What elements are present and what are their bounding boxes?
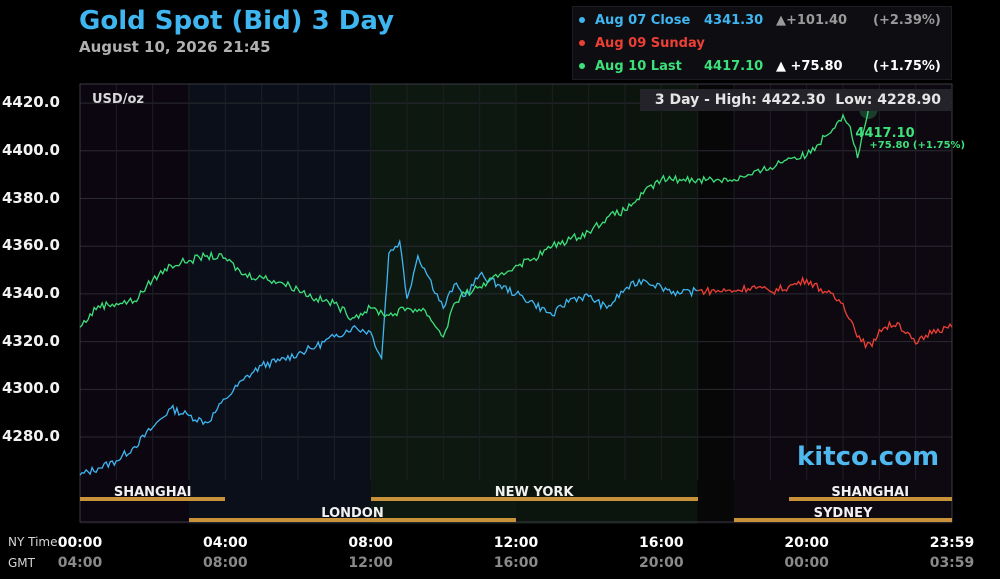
ny-time-tick: 20:00: [784, 535, 829, 551]
market-bar: [734, 518, 952, 522]
units-label: USD/oz: [92, 92, 144, 107]
ny-time-tick: 23:59: [929, 535, 975, 551]
gmt-tick: 16:00: [493, 555, 539, 571]
high-label: 3 Day - High:: [654, 92, 757, 108]
low-value: 4228.90: [877, 92, 941, 108]
legend-row: Aug 07 Close: [579, 10, 690, 30]
legend-dot-icon: [579, 63, 585, 69]
legend-date: Aug 07: [595, 12, 647, 28]
series-line-aug-10: [79, 109, 870, 338]
ny-time-tick: 00:00: [57, 535, 103, 551]
chart-title: Gold Spot (Bid) 3 Day: [79, 6, 395, 36]
ny-time-label: NY Time: [8, 535, 58, 549]
market-label-sydney: SYDNEY: [813, 506, 873, 521]
gmt-tick: 04:00: [57, 555, 103, 571]
legend-price: 4341.30: [704, 13, 764, 28]
legend-date: Aug 09: [595, 35, 647, 51]
market-bar: [80, 497, 226, 501]
legend-percent: (+2.39%): [873, 13, 941, 28]
series-line-aug-07: [79, 238, 698, 476]
legend-dot-icon: [579, 40, 585, 46]
ny-time-tick: 12:00: [493, 535, 539, 551]
last-change-label: +75.80 (+1.75%): [869, 140, 965, 151]
legend-box: Aug 07 Close 4341.30 ▲+101.40 (+2.39%) Aug 0…: [572, 6, 952, 80]
market-bar: [189, 518, 516, 522]
market-bar: [370, 497, 698, 501]
high-value: 4422.30: [761, 92, 826, 108]
market-label-london: LONDON: [321, 506, 384, 521]
y-tick-label: 4300.0: [2, 379, 60, 398]
legend-label: Last: [650, 58, 682, 74]
y-tick-label: 4420.0: [2, 93, 60, 112]
legend-label: Sunday: [650, 35, 705, 51]
legend-row: Aug 10 Last: [579, 56, 682, 76]
ny-time-tick: 16:00: [639, 535, 684, 551]
legend-percent: (+1.75%): [873, 59, 941, 74]
gmt-label: GMT: [8, 556, 35, 570]
y-tick-label: 4280.0: [2, 427, 60, 446]
session-band-4: [697, 84, 734, 524]
y-tick-label: 4340.0: [2, 283, 60, 302]
y-tick-label: 4320.0: [2, 331, 60, 350]
series-line-aug-09: [697, 275, 953, 350]
gmt-tick: 03:59: [929, 555, 975, 571]
session-band-1: [189, 84, 371, 524]
timestamp: August 10, 2026 21:45: [79, 38, 271, 56]
legend-date: Aug 10: [595, 58, 647, 74]
market-label-new-york: NEW YORK: [494, 485, 574, 500]
gmt-tick: 00:00: [784, 555, 829, 571]
session-band-0: [80, 84, 189, 524]
legend-label: Close: [650, 12, 691, 28]
gmt-tick: 20:00: [639, 555, 684, 571]
market-label-shanghai: SHANGHAI: [831, 485, 910, 500]
brand-logo[interactable]: kitco.com: [797, 442, 940, 472]
session-band-3: [516, 84, 698, 524]
legend-change: ▲+101.40: [776, 13, 848, 28]
plot-frame: [79, 83, 953, 523]
legend-dot-icon: [579, 17, 585, 23]
y-tick-label: 4400.0: [2, 140, 60, 159]
last-price-label: 4417.10: [855, 126, 914, 141]
legend-change: ▲ +75.80: [776, 59, 843, 74]
high-low-banner: 3 Day - High: 4422.30 Low: 4228.90: [640, 89, 951, 111]
market-label-shanghai: SHANGHAI: [113, 485, 192, 500]
gmt-tick: 08:00: [203, 555, 248, 571]
y-tick-label: 4360.0: [2, 236, 60, 255]
low-label: Low:: [835, 92, 873, 108]
ny-time-tick: 08:00: [348, 535, 393, 551]
legend-price: 4417.10: [704, 59, 764, 74]
market-bar: [788, 497, 952, 501]
ny-time-tick: 04:00: [203, 535, 248, 551]
legend-row: Aug 09 Sunday: [579, 33, 705, 53]
gmt-tick: 12:00: [348, 555, 393, 571]
y-tick-label: 4380.0: [2, 188, 60, 207]
